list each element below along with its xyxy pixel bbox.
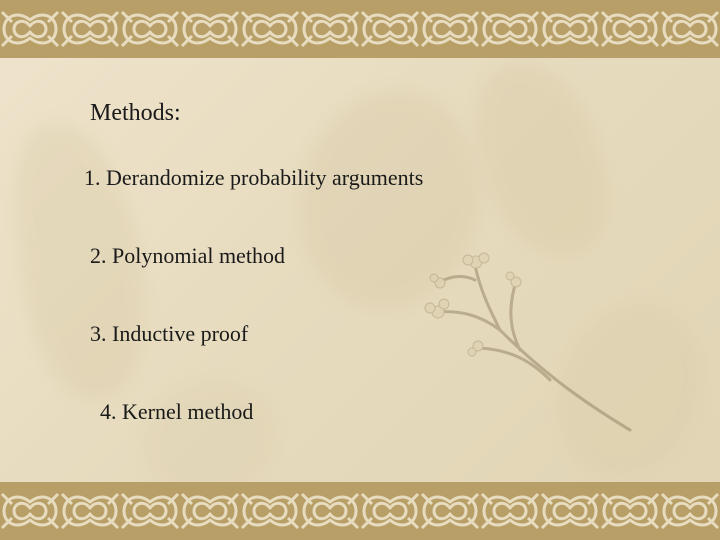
list-item: 4. Kernel method [100,399,660,425]
ornamental-border-bottom [0,482,720,540]
ornamental-border-top [0,0,720,58]
list-item: 3. Inductive proof [90,321,660,347]
list-item: 1. Derandomize probability arguments [84,165,660,191]
slide-heading: Methods: [90,100,660,127]
list-item: 2. Polynomial method [90,243,660,269]
slide-content: Methods: 1. Derandomize probability argu… [90,100,660,425]
